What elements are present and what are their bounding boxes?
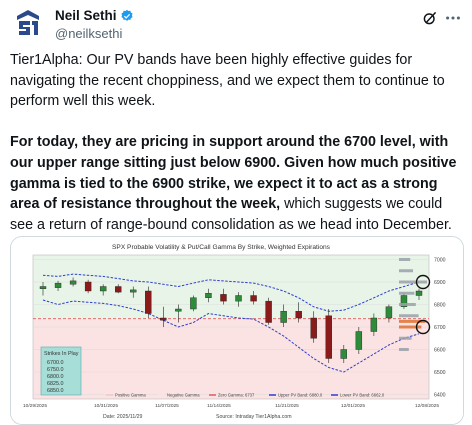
candle-body xyxy=(295,311,302,319)
tweet-paragraph-2-rest: which suggests we could see a return of … xyxy=(10,196,452,233)
x-tick-label: 10/29/2025 xyxy=(23,403,47,409)
tweet-paragraph-2-bold: For today, they are pricing in support a… xyxy=(10,134,457,213)
upper-pv-band xyxy=(42,273,420,312)
highlight-circle xyxy=(415,274,431,290)
candle-body xyxy=(54,282,62,288)
candle-body xyxy=(325,315,332,359)
gamma-bar xyxy=(399,325,422,329)
display-name[interactable]: Neil Sethi xyxy=(55,8,117,23)
gamma-chart: SPX Probable Volatility & Put/Call Gamma… xyxy=(11,237,463,424)
tweet-paragraph-2: For today, they are pricing in support a… xyxy=(10,132,468,235)
x-tick-label: 11/07/2025 xyxy=(155,403,179,409)
legend-label: Positive Gamma xyxy=(115,393,146,398)
gamma-bar xyxy=(399,291,415,295)
legend-label: Zero Gamma: 6737 xyxy=(218,393,255,398)
y-tick-label: 6700 xyxy=(434,325,446,331)
legend-label: Negative Gamma xyxy=(167,393,200,398)
highlight-circle xyxy=(415,319,431,335)
candle-body xyxy=(250,295,257,302)
name-row: Neil Sethi xyxy=(55,8,134,23)
chart-date-label: Date: 2025/11/29 xyxy=(103,414,143,420)
candle-body xyxy=(145,290,152,314)
gamma-bar xyxy=(399,280,427,284)
strikes-box xyxy=(40,346,82,396)
negative-gamma-region xyxy=(33,318,429,399)
candle-body xyxy=(114,286,122,293)
candle-body xyxy=(400,295,408,307)
candle-body xyxy=(340,349,347,359)
candle-body xyxy=(130,289,137,293)
y-tick-label: 6900 xyxy=(434,280,446,286)
candle-body xyxy=(355,331,363,350)
candle-body xyxy=(39,286,47,289)
candle-body xyxy=(175,308,182,312)
grok-icon[interactable] xyxy=(422,10,438,26)
gamma-bar xyxy=(399,314,419,318)
candle-body xyxy=(265,300,272,323)
more-options-icon[interactable] xyxy=(444,10,462,26)
candle-body xyxy=(84,281,92,292)
legend-label: Lower PV Band: 6662.0 xyxy=(340,393,385,398)
tweet-text: Tier1Alpha: Our PV bands have been highl… xyxy=(10,50,468,256)
x-tick-label: 11/21/2025 xyxy=(275,403,299,409)
verified-badge-icon xyxy=(120,9,133,21)
candle-body xyxy=(310,317,317,339)
legend-label: Upper PV Band: 6880.0 xyxy=(278,393,323,398)
strikes-box-title: Strikes In Play xyxy=(44,351,79,357)
x-tick-label: 12/08/2025 xyxy=(415,403,439,409)
candle-body xyxy=(220,294,227,302)
strike-value: 6700.0 xyxy=(47,360,64,366)
positive-gamma-region xyxy=(33,255,429,319)
y-tick-label: 6600 xyxy=(434,348,446,354)
strike-value: 6750.0 xyxy=(47,367,64,373)
gamma-bar xyxy=(399,303,416,306)
y-tick-label: 7000 xyxy=(434,258,446,264)
gamma-bar xyxy=(399,319,426,323)
candle-body xyxy=(99,286,107,292)
logo-avatar-icon xyxy=(10,6,46,42)
strike-value: 6850.0 xyxy=(47,388,64,394)
tweet-paragraph-1: Tier1Alpha: Our PV bands have been highl… xyxy=(10,52,445,110)
gamma-bar xyxy=(399,269,413,273)
candle-body xyxy=(69,280,77,285)
candle-body xyxy=(205,293,212,298)
y-tick-label: 6800 xyxy=(434,303,446,309)
strike-value: 6825.0 xyxy=(47,381,64,387)
avatar[interactable] xyxy=(10,6,46,42)
candle-body xyxy=(160,317,167,321)
candle-body xyxy=(280,311,287,323)
chart-source-label: Source: Intraday Tier1Alpha.com xyxy=(216,414,292,420)
chart-image[interactable]: SPX Probable Volatility & Put/Call Gamma… xyxy=(10,236,464,425)
handle[interactable]: @neilksethi xyxy=(55,26,123,41)
candle-body xyxy=(415,290,423,296)
gamma-bar xyxy=(399,258,411,261)
x-tick-label: 12/01/2025 xyxy=(341,403,365,409)
candle-body xyxy=(370,317,378,332)
candle-body xyxy=(385,306,393,319)
gamma-bar xyxy=(399,348,409,351)
y-tick-label: 6400 xyxy=(434,393,446,399)
y-tick-label: 6500 xyxy=(434,370,446,376)
candle-body xyxy=(235,295,242,302)
strike-value: 6800.0 xyxy=(47,374,64,380)
x-tick-label: 11/14/2025 xyxy=(207,403,231,409)
x-tick-label: 10/31/2025 xyxy=(94,403,118,409)
gamma-bar xyxy=(399,336,412,340)
lower-pv-band xyxy=(42,299,420,373)
chart-title: SPX Probable Volatility & Put/Call Gamma… xyxy=(112,244,331,251)
tweet-header: Neil Sethi @neilksethi xyxy=(10,6,464,46)
candle-body xyxy=(190,297,197,310)
